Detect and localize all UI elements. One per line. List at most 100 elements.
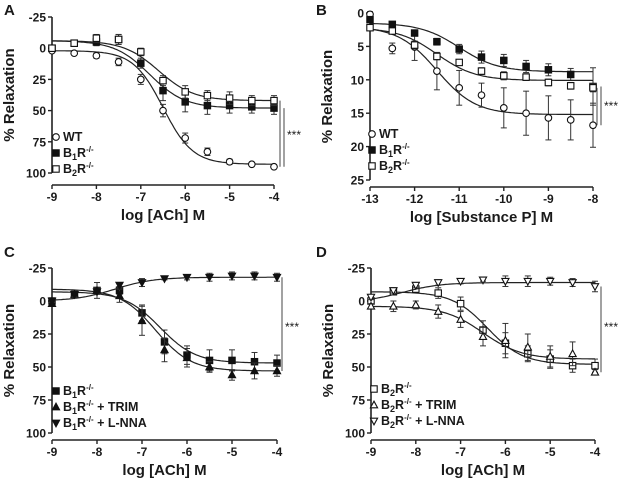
data-point — [159, 86, 167, 95]
legend-superscript: -/- — [404, 397, 412, 406]
data-point — [410, 29, 419, 37]
y-tick-label: 50 — [33, 104, 47, 118]
data-point — [182, 273, 192, 283]
data-point — [500, 56, 508, 65]
data-point — [545, 351, 555, 360]
legend-label: B2R-/- + TRIM — [381, 397, 456, 414]
legend-superscript: -/- — [402, 142, 410, 151]
legend-marker — [52, 133, 60, 141]
data-point — [366, 293, 376, 302]
data-point — [477, 67, 486, 75]
y-tick-label: 0 — [357, 7, 364, 21]
data-point — [456, 314, 466, 323]
data-point — [272, 273, 282, 283]
data-point — [388, 287, 398, 296]
data-point — [566, 82, 575, 90]
y-axis-label: % Relaxation — [1, 48, 18, 141]
data-point — [499, 104, 508, 112]
panel-c: C -25 0 25 50 75 100-9 -8 -7 -6 -5 -4 log [ACh] M % R… — [1, 244, 299, 479]
significance-label: *** — [287, 128, 301, 142]
y-tick-label: -25 — [29, 11, 47, 25]
legend-marker — [368, 130, 376, 138]
data-point — [366, 15, 374, 24]
data-point — [545, 277, 555, 287]
data-point — [544, 78, 553, 87]
data-point — [590, 283, 600, 292]
data-point — [566, 70, 575, 79]
legend-marker — [368, 162, 376, 170]
legend-marker — [369, 417, 379, 426]
data-point — [433, 279, 443, 288]
legend-base: WT — [63, 130, 83, 144]
data-point — [522, 109, 530, 118]
legend-base: B — [379, 159, 388, 173]
legend-base: B — [63, 416, 72, 430]
data-point — [204, 362, 215, 371]
legend-superscript: -/- — [402, 158, 410, 167]
y-tick-label: 25 — [352, 328, 366, 342]
data-point — [456, 299, 465, 308]
x-axis-label: log [ACh] M — [122, 462, 206, 479]
data-point — [225, 157, 234, 166]
x-tick-label: -6 — [500, 445, 511, 459]
data-point — [388, 20, 397, 29]
y-tick-label: 75 — [33, 394, 47, 408]
data-point — [411, 300, 421, 309]
data-point — [69, 291, 80, 300]
data-point — [182, 352, 192, 362]
x-tick-label: -5 — [227, 445, 238, 459]
x-axis-label: log [Substance P] M — [410, 209, 553, 226]
data-point — [568, 279, 578, 288]
legend-marker — [369, 400, 379, 409]
legend-mid: R — [395, 382, 404, 396]
legend-marker — [368, 146, 376, 154]
data-point — [137, 59, 145, 67]
data-point — [455, 83, 464, 92]
data-point — [388, 27, 397, 35]
data-point — [523, 277, 533, 287]
legend-base: WT — [379, 127, 399, 141]
legend-suffix: + TRIM — [94, 400, 139, 414]
data-point — [270, 96, 278, 105]
x-tick-label: -5 — [545, 445, 556, 459]
legend-marker — [370, 385, 378, 393]
legend-marker — [51, 419, 61, 428]
series-2 — [366, 23, 597, 93]
data-point — [589, 84, 597, 92]
data-point — [270, 162, 278, 171]
legend-label: B1R-/- — [379, 142, 410, 159]
data-point — [159, 106, 167, 115]
data-point — [523, 342, 533, 351]
data-point — [203, 101, 212, 110]
data-point — [249, 366, 260, 375]
x-tick-label: -10 — [495, 192, 513, 206]
data-point — [114, 58, 123, 66]
data-point — [434, 289, 442, 297]
legend-mid: R — [77, 416, 86, 430]
significance-label: *** — [285, 320, 299, 334]
y-tick-label: 0 — [358, 295, 365, 309]
series-2 — [47, 271, 282, 306]
y-tick-label: 75 — [33, 135, 47, 149]
panel-letter: B — [316, 2, 327, 19]
data-point — [522, 73, 530, 81]
data-point — [159, 344, 170, 354]
legend-superscript: -/- — [404, 413, 412, 422]
data-point — [500, 335, 510, 344]
legend-mid: R — [393, 159, 402, 173]
x-tick-label: -8 — [92, 445, 103, 459]
data-point — [92, 34, 101, 42]
data-point — [137, 315, 147, 325]
data-point — [48, 44, 56, 52]
legend-subscript: 2 — [388, 165, 393, 175]
data-point — [366, 301, 376, 310]
legend-mid: R — [77, 146, 86, 160]
data-point — [500, 277, 510, 287]
legend-suffix: + L-NNA — [412, 414, 465, 428]
data-point — [388, 301, 398, 310]
legend-subscript: 2 — [72, 168, 77, 178]
legend-base: B — [63, 146, 72, 160]
data-point — [478, 331, 488, 340]
data-point — [544, 66, 553, 74]
legend-mid: R — [77, 400, 86, 414]
